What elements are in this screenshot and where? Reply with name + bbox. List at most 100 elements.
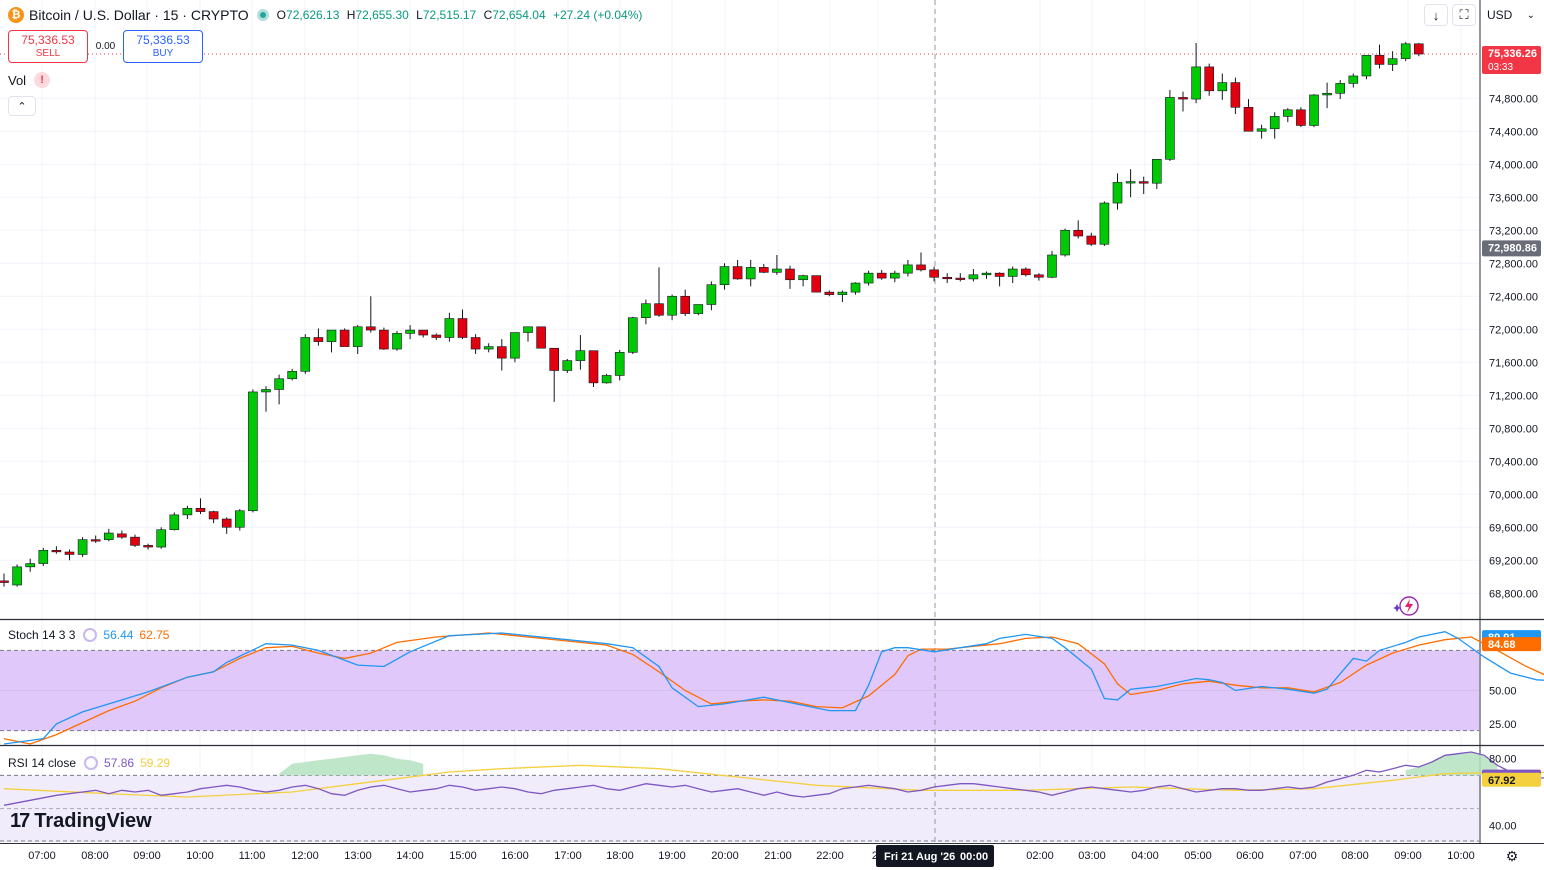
candle: [221, 517, 232, 534]
close-value: 72,654.04: [492, 8, 546, 22]
candle: [1047, 250, 1057, 279]
rsi-tick-label: 80.00: [1489, 754, 1517, 766]
volume-legend[interactable]: Vol !: [8, 72, 51, 88]
price-tick-label: 72,000.00: [1489, 324, 1538, 336]
candle-body: [955, 277, 966, 280]
candle: [824, 290, 835, 297]
candle-body: [1125, 181, 1136, 184]
candle-body: [942, 276, 953, 280]
price-tick-label: 70,000.00: [1489, 489, 1538, 501]
gear-icon[interactable]: ⚙: [1505, 847, 1519, 864]
rsi-legend[interactable]: RSI 14 close 57.86 59.29: [8, 756, 170, 770]
candle-body: [64, 551, 75, 555]
candle: [929, 266, 939, 282]
candle-body: [575, 350, 586, 361]
candle: [496, 339, 507, 371]
candle: [169, 512, 180, 531]
candle: [903, 259, 913, 277]
candle: [1400, 42, 1411, 62]
candle-body: [601, 375, 612, 384]
buy-price: 75,336.53: [136, 33, 190, 47]
price-tick-label: 73,200.00: [1489, 225, 1538, 237]
candle: [916, 252, 926, 272]
scroll-to-latest-button[interactable]: ↓: [1424, 4, 1448, 26]
candle: [261, 386, 271, 412]
candle: [1204, 63, 1214, 96]
candle: [523, 326, 533, 342]
candle: [130, 534, 140, 548]
candle: [405, 325, 415, 340]
high-value: 72,655.30: [355, 8, 409, 22]
time-tick-label: 08:00: [1341, 850, 1369, 862]
spread-value: 0.00: [95, 41, 116, 52]
candle: [0, 573, 9, 587]
candle-body: [523, 326, 533, 333]
candle: [654, 267, 664, 317]
candle: [143, 543, 153, 550]
symbol-title[interactable]: Bitcoin / U.S. Dollar · 15 · CRYPTO: [29, 7, 249, 23]
candle: [1374, 44, 1385, 69]
candle-body: [1152, 159, 1162, 184]
sell-button[interactable]: 75,336.53 SELL: [8, 30, 88, 63]
candle: [1034, 273, 1044, 281]
candle-body: [1256, 128, 1267, 132]
candle-body: [1309, 94, 1319, 126]
fullscreen-button[interactable]: ⛶: [1452, 4, 1476, 26]
warning-icon[interactable]: !: [34, 72, 51, 88]
tradingview-mark-icon: 17: [10, 810, 30, 832]
candle-body: [300, 337, 311, 372]
candle-body: [994, 272, 1005, 277]
candle-body: [536, 326, 546, 349]
candle: [1152, 159, 1162, 189]
market-open-icon: [256, 9, 269, 21]
candle-body: [1414, 43, 1424, 55]
candle-body: [496, 346, 507, 359]
candle-body: [758, 267, 769, 273]
time-tick-label: 10:00: [1447, 850, 1475, 862]
candle-body: [444, 318, 455, 338]
candle: [1361, 55, 1372, 80]
candle-body: [208, 511, 219, 520]
candle: [326, 329, 337, 353]
candle-body: [929, 269, 939, 278]
symbol-legend[interactable]: ₿ Bitcoin / U.S. Dollar · 15 · CRYPTO O7…: [8, 6, 642, 24]
candle: [798, 274, 808, 287]
lightning-badge-icon: [1393, 596, 1419, 616]
candle-body: [588, 350, 599, 384]
candle: [510, 332, 520, 363]
candle-body: [1374, 55, 1385, 65]
candle: [850, 282, 861, 295]
price-tick-label: 74,800.00: [1489, 93, 1538, 105]
buy-button[interactable]: 75,336.53 BUY: [123, 30, 203, 63]
candle-body: [549, 347, 560, 371]
tradingview-logo[interactable]: 17 TradingView: [10, 810, 152, 833]
candle-body: [510, 332, 520, 359]
candle-body: [641, 303, 651, 318]
candle: [1230, 77, 1241, 114]
stoch-name: Stoch 14 3 3: [8, 628, 76, 642]
crosshair-time-label: 00:00: [960, 851, 988, 863]
stoch-k-value: 56.44: [103, 628, 134, 642]
candle-body: [562, 360, 573, 371]
candle: [811, 275, 822, 293]
candle-body: [287, 371, 298, 380]
time-tick-label: 03:00: [1078, 850, 1106, 862]
candle-body: [1007, 268, 1018, 277]
last-price-tag: 75,336.26: [1488, 48, 1537, 60]
candle-body: [968, 274, 979, 280]
currency-select[interactable]: USD ⌄: [1481, 4, 1541, 26]
time-tick-label: 14:00: [396, 850, 424, 862]
candle-body: [431, 334, 442, 338]
candle: [379, 327, 389, 350]
candle-body: [1400, 43, 1411, 59]
ohlc-values: O72,626.13 H72,655.30 L72,515.17 C72,654…: [276, 8, 643, 22]
stoch-legend[interactable]: Stoch 14 3 3 56.44 62.75: [8, 628, 169, 642]
candle-body: [745, 267, 756, 280]
chevron-down-icon: ⌄: [1526, 9, 1535, 21]
candle-countdown: 03:33: [1488, 62, 1513, 73]
candle-body: [0, 580, 9, 583]
collapse-legend-button[interactable]: ⌃: [8, 96, 36, 116]
candle: [1217, 73, 1228, 100]
